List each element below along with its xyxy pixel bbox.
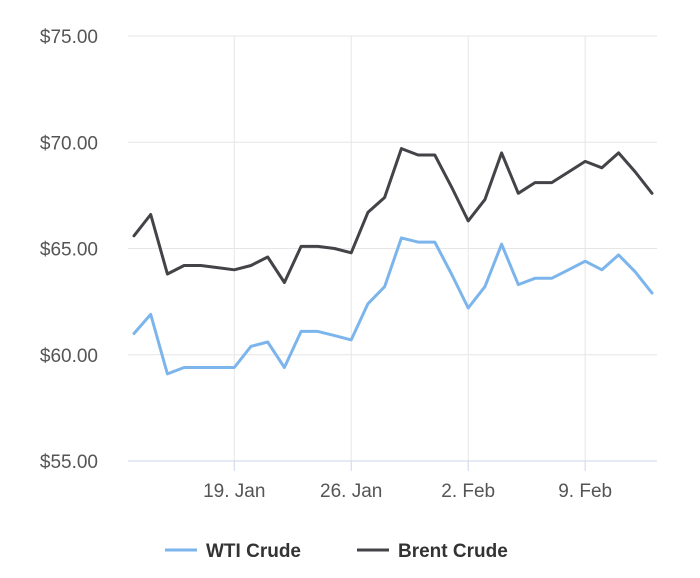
x-tick-label: 19. Jan [203, 481, 265, 502]
legend-item-wti-crude[interactable]: WTI Crude [165, 541, 301, 562]
x-tick-label: 2. Feb [441, 481, 495, 502]
y-tick-label: $55.00 [40, 452, 98, 473]
legend-label: WTI Crude [206, 541, 301, 562]
y-tick-label: $75.00 [40, 27, 98, 48]
y-axis: $55.00 $60.00 $65.00 $70.00 $75.00 [40, 27, 98, 473]
x-axis: 19. Jan 26. Jan 2. Feb 9. Feb [128, 460, 657, 502]
series-line-brent-crude[interactable] [132, 147, 654, 284]
legend[interactable]: WTI Crude Brent Crude [165, 541, 508, 562]
series-line-wti-crude[interactable] [132, 236, 654, 376]
x-tick-label: 26. Jan [320, 481, 382, 502]
legend-item-brent-crude[interactable]: Brent Crude [357, 541, 508, 562]
y-tick-label: $70.00 [40, 133, 98, 154]
grid [128, 35, 657, 461]
y-tick-label: $65.00 [40, 240, 98, 261]
y-tick-label: $60.00 [40, 346, 98, 367]
legend-label: Brent Crude [398, 541, 508, 562]
series-group [132, 147, 654, 376]
x-tick-label: 9. Feb [558, 481, 612, 502]
